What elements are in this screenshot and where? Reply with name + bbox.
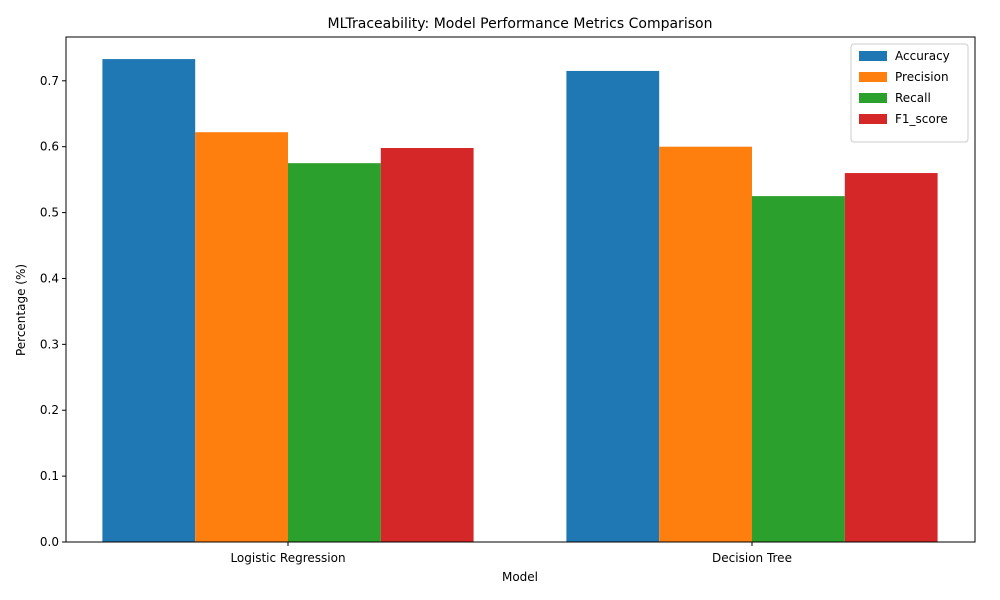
legend-swatch	[859, 114, 887, 124]
legend-swatch	[859, 51, 887, 61]
x-ticks-group: Logistic Regression Decision Tree	[230, 542, 792, 565]
x-axis-label: Model	[502, 570, 538, 584]
axes-group	[65, 36, 976, 543]
chart-title: MLTraceability: Model Performance Metric…	[328, 16, 713, 32]
y-ticks-group: 0.0 0.1 0.2 0.3 0.4 0.5 0.6 0.7	[40, 74, 66, 549]
y-tick-label: 0.1	[40, 469, 59, 483]
bar-f1-score-0	[380, 148, 474, 542]
legend-label: Accuracy	[895, 49, 950, 63]
legend-label: Precision	[895, 70, 949, 84]
legend-swatch	[859, 72, 887, 82]
legend-label: F1_score	[895, 112, 948, 126]
bar-accuracy-0	[102, 59, 196, 542]
bar-recall-0	[288, 163, 381, 543]
y-tick-label: 0.3	[40, 337, 59, 351]
y-tick-label: 0.2	[40, 403, 59, 417]
y-tick-label: 0.6	[40, 140, 59, 154]
legend-label: Recall	[895, 91, 931, 105]
plot-frame	[65, 36, 976, 543]
x-tick-label: Decision Tree	[712, 551, 792, 565]
bar-accuracy-1	[566, 70, 660, 543]
bar-precision-0	[195, 132, 288, 542]
bar-f1-score-1	[844, 173, 938, 543]
y-axis-label: Percentage (%)	[14, 264, 28, 356]
legend-swatch	[859, 93, 887, 103]
y-tick-label: 0.7	[40, 74, 59, 88]
bars-group	[102, 59, 938, 543]
y-tick-label: 0.0	[40, 535, 59, 549]
legend: Accuracy Precision Recall F1_score	[850, 43, 969, 143]
y-tick-label: 0.4	[40, 271, 59, 285]
bar-precision-1	[659, 146, 752, 542]
bar-recall-1	[752, 196, 845, 543]
y-tick-label: 0.5	[40, 206, 59, 220]
x-tick-label: Logistic Regression	[230, 551, 345, 565]
